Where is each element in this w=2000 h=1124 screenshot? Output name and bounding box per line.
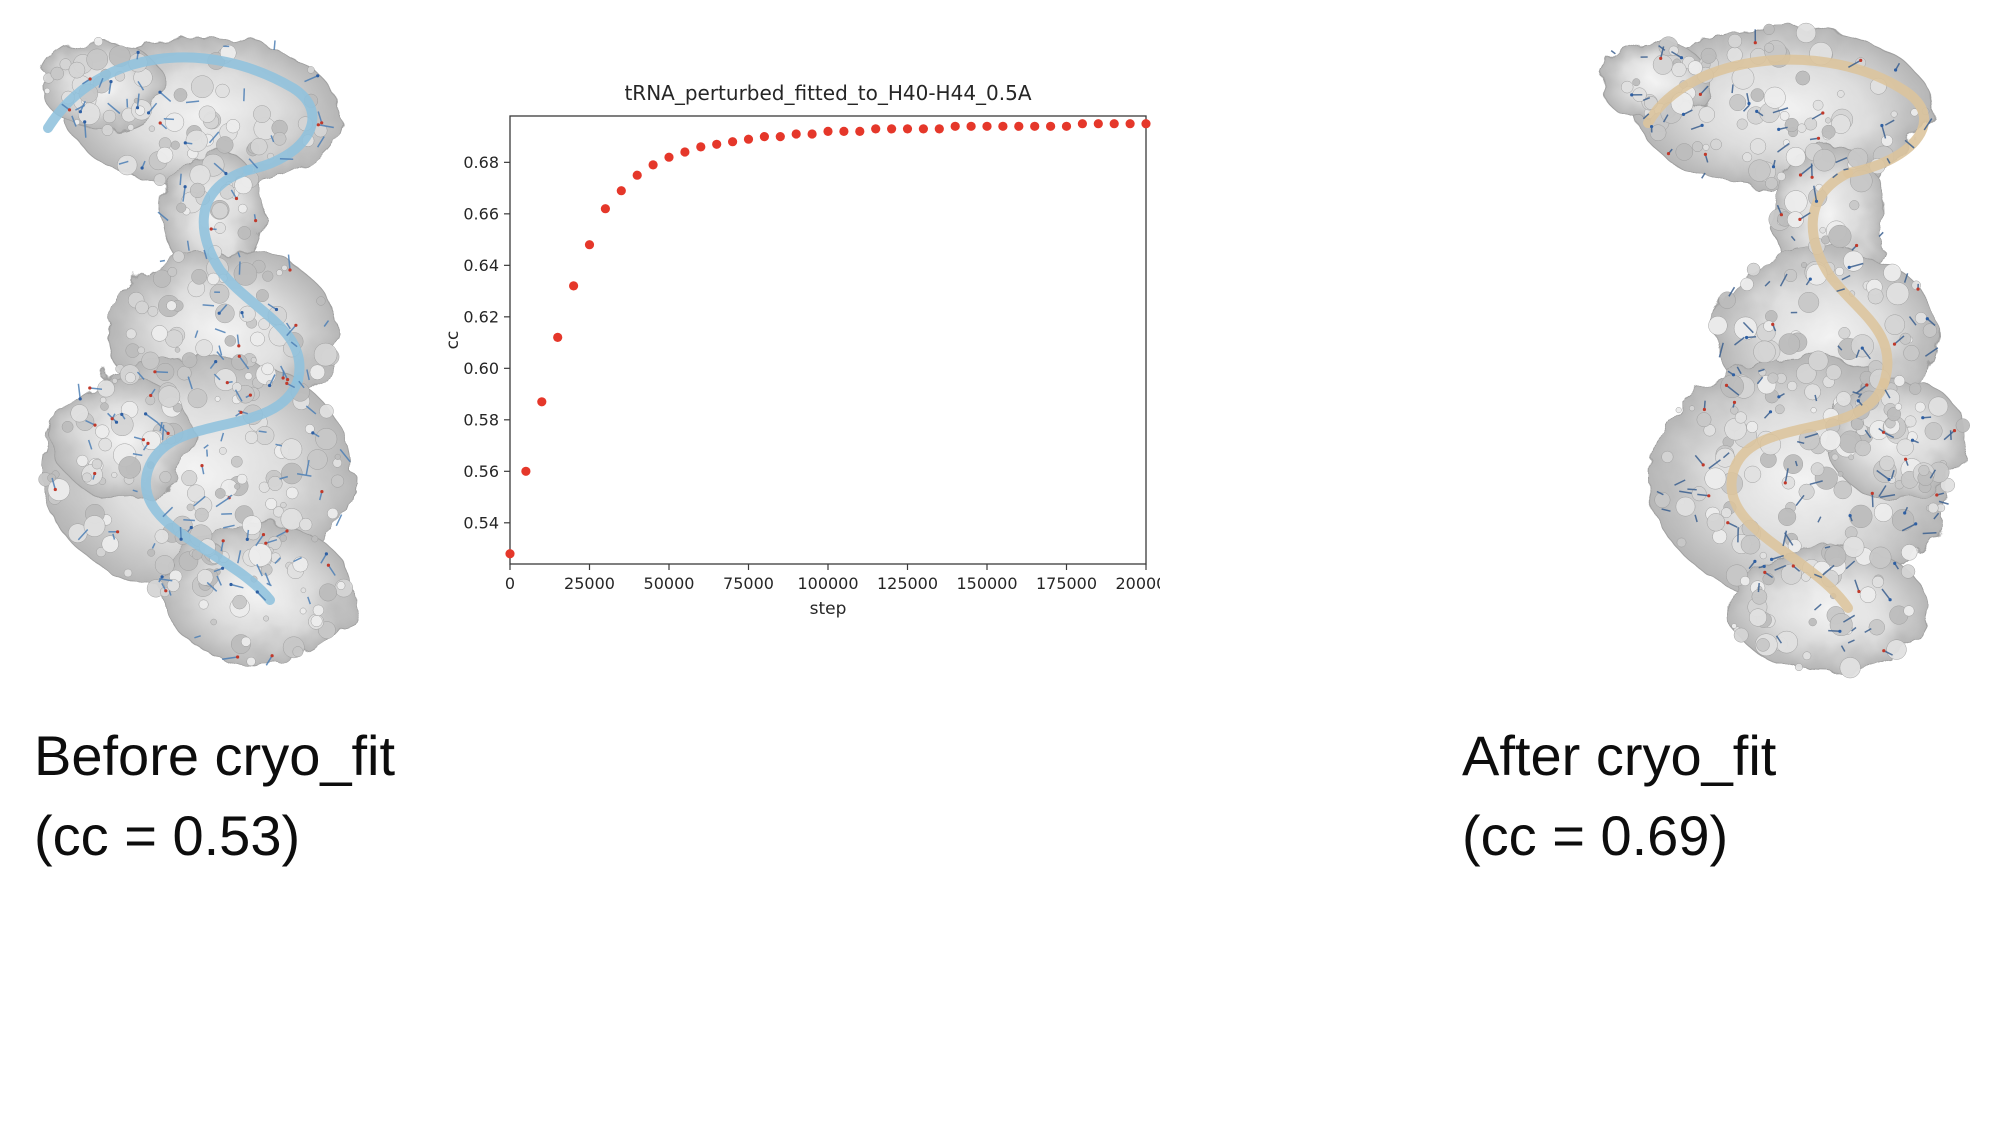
before-caption-line1: Before cryo_fit [34,724,396,787]
svg-text:tRNA_perturbed_fitted_to_H40-H: tRNA_perturbed_fitted_to_H40-H44_0.5A [624,81,1031,105]
svg-text:150000: 150000 [956,574,1017,593]
after-caption-line1: After cryo_fit [1462,724,1777,787]
svg-text:0.60: 0.60 [463,359,499,378]
svg-text:0.66: 0.66 [463,204,499,223]
svg-text:0: 0 [505,574,515,593]
svg-text:125000: 125000 [877,574,938,593]
svg-text:step: step [810,599,847,619]
svg-text:0.54: 0.54 [463,513,499,532]
cc-convergence-chart: tRNA_perturbed_fitted_to_H40-H44_0.5A 0 25… [443,81,1160,619]
before-caption-line2: (cc = 0.53) [34,803,301,867]
after-structure-image [1597,22,1970,679]
before-structure-image [38,36,354,667]
before-caption: Before cryo_fit (cc = 0.53) [34,716,395,875]
svg-text:0.56: 0.56 [463,462,499,481]
svg-text:175000: 175000 [1036,574,1097,593]
svg-text:0.68: 0.68 [463,153,499,172]
svg-text:0.62: 0.62 [463,307,499,326]
svg-text:75000: 75000 [723,574,774,593]
svg-text:0.58: 0.58 [463,410,499,429]
svg-text:100000: 100000 [797,574,858,593]
svg-text:cc: cc [443,331,463,350]
svg-text:0.64: 0.64 [463,256,499,275]
svg-text:25000: 25000 [564,574,615,593]
after-caption-line2: (cc = 0.69) [1462,803,1729,867]
svg-text:50000: 50000 [644,574,695,593]
after-caption: After cryo_fit (cc = 0.69) [1462,716,1776,875]
svg-text:200000: 200000 [1115,574,1160,593]
